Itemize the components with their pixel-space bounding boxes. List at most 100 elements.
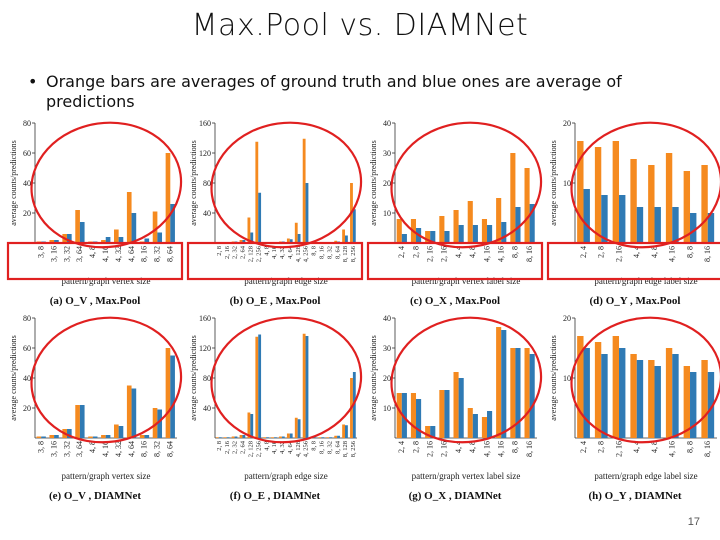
truth-bar: [648, 165, 655, 243]
x-tick-label: 4, 16: [101, 246, 110, 262]
truth-bar: [294, 417, 298, 438]
x-tick-label: 8, 32: [153, 441, 162, 457]
prediction-bar: [329, 437, 333, 438]
y-tick-label: 40: [383, 119, 391, 128]
prediction-bar: [170, 204, 175, 243]
prediction-bar: [707, 372, 715, 438]
prediction-bar: [458, 225, 464, 243]
chart-panel-d: 10 20 average counts/predictions 2, 4 2, 8 2,…: [545, 118, 720, 313]
prediction-bar: [258, 334, 262, 438]
page-number: 17: [687, 516, 700, 528]
prediction-bar: [487, 411, 493, 438]
chart-svg-b: 40 80 120 160 average counts/predictions 2, 8…: [186, 119, 364, 286]
x-tick-label: 2, 16: [224, 245, 231, 259]
x-tick-label: 4, 256: [303, 440, 310, 457]
x-tick-label: 4, 64: [287, 440, 294, 454]
truth-bar: [279, 436, 282, 438]
y-tick-label: 40: [203, 209, 211, 218]
prediction-bar: [92, 436, 98, 438]
y-axis-label: average counts/predictions: [549, 335, 558, 421]
x-tick-label: 8, 128: [342, 246, 349, 262]
slide-title: Max.Pool vs. DIAMNet: [191, 8, 529, 43]
highlight-box: [546, 241, 720, 281]
y-tick-label: 30: [383, 149, 391, 158]
truth-bar: [481, 417, 488, 438]
truth-bar: [294, 222, 298, 243]
truth-bar: [439, 216, 445, 243]
x-tick-label: 2, 8: [216, 246, 223, 256]
x-tick-label: 4, 8: [468, 441, 477, 453]
truth-bar: [139, 435, 145, 438]
bullet-icon: •: [28, 72, 38, 91]
chart-panel-a: 20 40 60 80 average counts/predictions 3, 8 3,…: [5, 118, 185, 313]
prediction-bar: [345, 235, 348, 243]
truth-bar: [467, 408, 473, 438]
prediction-bar: [690, 372, 697, 438]
truth-bar: [648, 360, 655, 438]
x-tick-label: 2, 16: [440, 246, 449, 262]
x-tick-label: 2, 8: [411, 441, 420, 453]
prediction-bar: [297, 234, 301, 243]
x-tick-label: 4, 16: [482, 441, 491, 457]
x-tick-label: 8, 16: [140, 246, 149, 262]
x-tick-label: 2, 4: [397, 246, 406, 258]
y-tick-label: 20: [563, 314, 571, 323]
y-tick-label: 30: [383, 344, 391, 353]
x-tick-label: 4, 32: [279, 441, 286, 454]
prediction-bar: [458, 378, 464, 438]
prediction-bar: [118, 426, 124, 438]
y-tick-label: 10: [563, 179, 571, 188]
prediction-bar: [313, 437, 317, 438]
prediction-bar: [416, 399, 422, 438]
highlight-box: [186, 241, 364, 281]
x-tick-label: 8, 16: [140, 441, 149, 457]
truth-bar: [594, 147, 602, 243]
chart-panel-e: 20 40 60 80 average counts/predictions 3, 8 3,…: [5, 313, 185, 508]
truth-bar: [152, 211, 158, 243]
prediction-bar: [79, 405, 85, 438]
y-tick-label: 160: [199, 119, 211, 128]
truth-bar: [334, 435, 338, 438]
truth-bar: [510, 153, 516, 243]
prediction-bar: [105, 237, 111, 243]
x-tick-label: 2, 64: [240, 245, 247, 259]
y-tick-label: 120: [199, 149, 211, 158]
prediction-bar: [250, 232, 254, 243]
prediction-bar: [289, 239, 293, 243]
x-axis-label: pattern/graph edge size: [244, 471, 327, 481]
truth-bar: [496, 198, 502, 243]
y-axis-label: average counts/predictions: [9, 335, 18, 421]
truth-bar: [255, 336, 259, 438]
prediction-bar: [305, 336, 309, 438]
truth-bar: [342, 229, 346, 243]
prediction-bar: [131, 213, 137, 243]
x-tick-label: 2, 4: [579, 441, 588, 453]
truth-bar: [165, 153, 171, 243]
prediction-bar: [289, 433, 293, 438]
x-tick-label: 8, 128: [342, 441, 349, 457]
prediction-bar: [501, 222, 507, 243]
truth-bar: [425, 426, 431, 438]
truth-bar: [630, 159, 637, 243]
prediction-bar: [707, 213, 715, 243]
prediction-bar: [583, 189, 590, 243]
panel-caption: (e) O_V , DIAMNet: [48, 490, 142, 502]
chart-svg-a: 20 40 60 80 average counts/predictions 3, 8 3,…: [6, 119, 184, 286]
x-tick-label: 3, 64: [75, 246, 84, 262]
panel-caption: (a) O_V , Max.Pool: [49, 295, 141, 307]
truth-bar: [247, 217, 251, 243]
truth-bar: [665, 348, 673, 438]
x-tick-label: 4, 8: [88, 246, 97, 258]
x-tick-label: 2, 16: [614, 246, 623, 262]
x-tick-label: 8, 256: [350, 245, 357, 262]
prediction-bar: [619, 348, 626, 438]
y-tick-label: 120: [199, 344, 211, 353]
y-tick-label: 40: [23, 374, 31, 383]
y-tick-label: 20: [383, 179, 391, 188]
x-axis-label: pattern/graph vertex size: [62, 276, 151, 286]
x-tick-label: 4, 64: [287, 245, 294, 259]
x-tick-label: 2, 4: [579, 246, 588, 258]
x-tick-label: 3, 8: [36, 441, 45, 453]
prediction-bar: [105, 435, 111, 438]
truth-bar: [126, 385, 132, 438]
